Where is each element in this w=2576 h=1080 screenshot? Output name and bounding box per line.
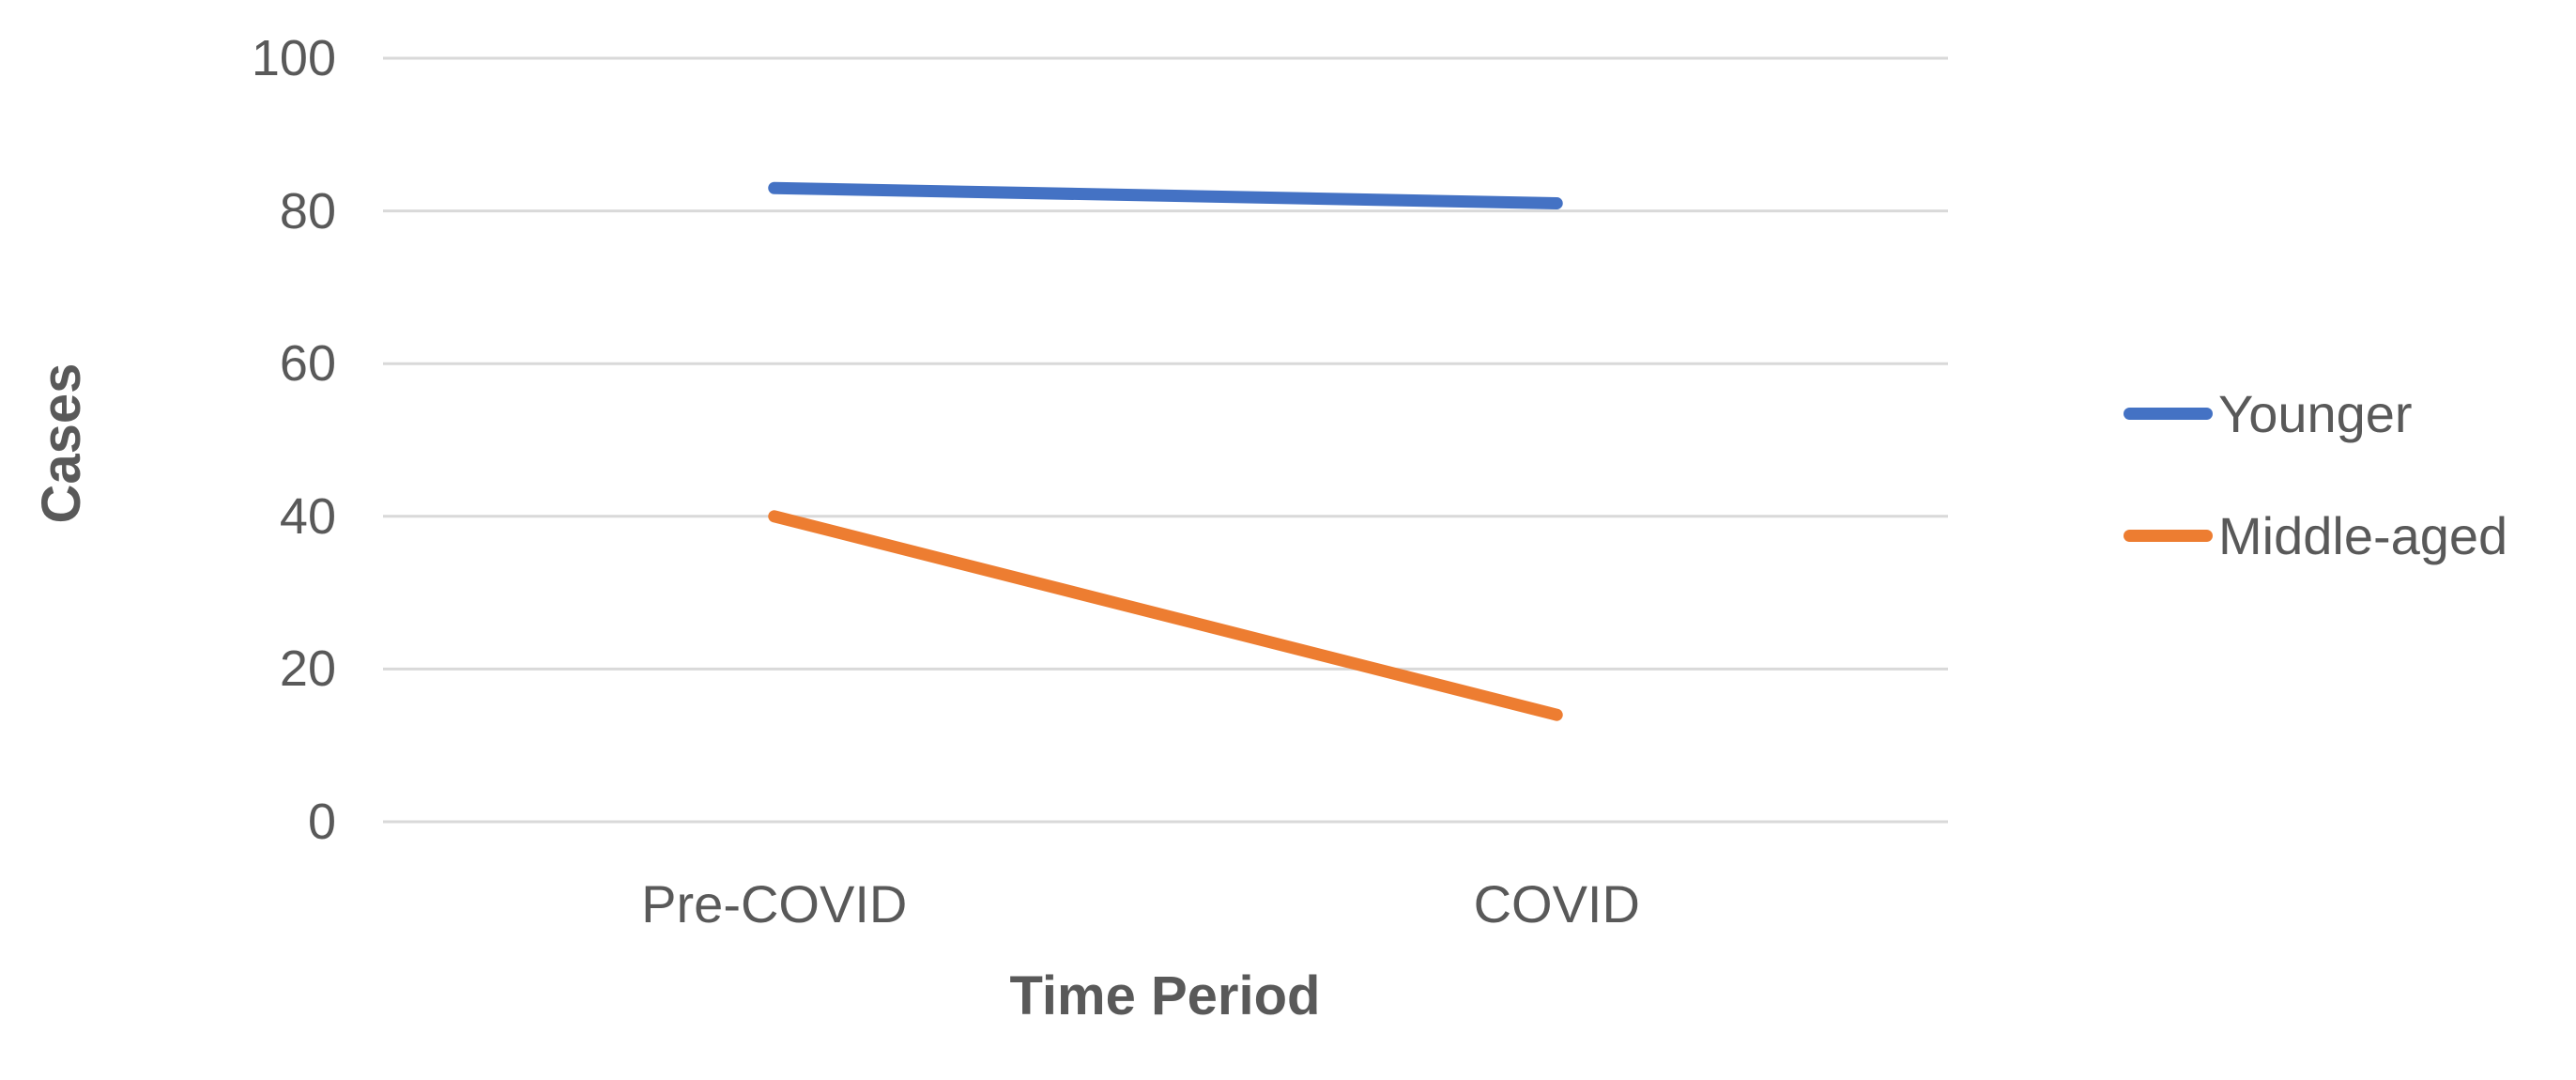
y-tick-label-80: 80 bbox=[279, 182, 336, 239]
legend-label: Younger bbox=[2218, 383, 2413, 443]
legend-item-middle-aged: Middle-aged bbox=[2124, 501, 2507, 569]
series-line-middle-aged bbox=[768, 510, 1563, 721]
legend-label: Middle-aged bbox=[2218, 505, 2508, 565]
y-tick-label-100: 100 bbox=[251, 30, 336, 86]
y-tick-label-40: 40 bbox=[279, 487, 336, 545]
x-axis-title: Time Period bbox=[1009, 965, 1321, 1026]
series-line-younger bbox=[768, 181, 1563, 209]
legend: Younger Middle-aged bbox=[2124, 379, 2507, 569]
legend-item-younger: Younger bbox=[2124, 379, 2507, 447]
y-axis-title: Cases bbox=[31, 363, 92, 524]
y-tick-label-20: 20 bbox=[279, 640, 336, 698]
x-category-label: Pre-COVID bbox=[641, 874, 908, 933]
y-tick-label-60: 60 bbox=[279, 335, 336, 393]
y-tick-label-0: 0 bbox=[307, 794, 336, 850]
legend-line-sample-icon bbox=[2124, 529, 2213, 542]
x-category-label: COVID bbox=[1473, 874, 1640, 933]
legend-line-sample-icon bbox=[2124, 407, 2213, 420]
